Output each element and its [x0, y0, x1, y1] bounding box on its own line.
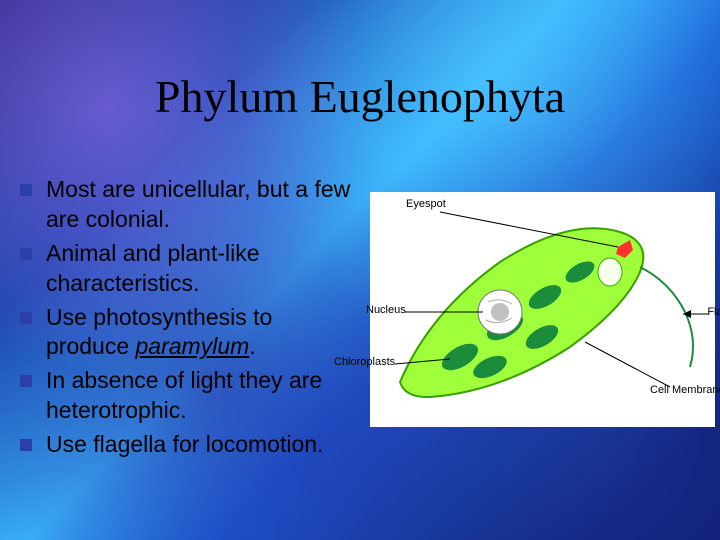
label-eyespot: Eyespot — [406, 198, 446, 210]
list-item: Use flagella for locomotion. — [18, 430, 358, 460]
bullet-text: Use flagella for locomotion. — [46, 430, 323, 460]
text: Most are unicellular, but a few are colo… — [46, 176, 350, 232]
bullet-icon — [20, 312, 32, 324]
bullet-text: Animal and plant-like characteristics. — [46, 239, 358, 299]
list-item: In absence of light they are heterotroph… — [18, 366, 358, 426]
flagellum — [640, 267, 693, 367]
slide: Phylum Euglenophyta Most are unicellular… — [0, 0, 720, 540]
euglena-diagram: Eyespot Nucleus Chloroplasts Flagellum C… — [370, 192, 715, 427]
bullet-icon — [20, 248, 32, 260]
label-nucleus: Nucleus — [366, 304, 406, 316]
slide-title: Phylum Euglenophyta — [0, 70, 720, 123]
bullet-list: Most are unicellular, but a few are colo… — [18, 175, 358, 464]
bullet-icon — [20, 184, 32, 196]
bullet-icon — [20, 439, 32, 451]
bullet-text: Use photosynthesis to produce paramylum. — [46, 303, 358, 363]
text: Use flagella for locomotion. — [46, 431, 323, 457]
list-item: Use photosynthesis to produce paramylum. — [18, 303, 358, 363]
label-cell-membrane: Cell Membrane — [650, 384, 720, 396]
bullet-icon — [20, 375, 32, 387]
list-item: Animal and plant-like characteristics. — [18, 239, 358, 299]
text: . — [249, 333, 255, 359]
bullet-text: In absence of light they are heterotroph… — [46, 366, 358, 426]
label-flagellum: Flagellum — [707, 306, 720, 318]
text: In absence of light they are heterotroph… — [46, 367, 322, 423]
nucleolus — [491, 303, 509, 321]
text-underlined: paramylum — [136, 333, 250, 359]
leader-line — [585, 342, 670, 387]
list-item: Most are unicellular, but a few are colo… — [18, 175, 358, 235]
bullet-text: Most are unicellular, but a few are colo… — [46, 175, 358, 235]
vacuole — [598, 258, 622, 286]
text: Animal and plant-like characteristics. — [46, 240, 260, 296]
label-chloroplasts: Chloroplasts — [334, 356, 395, 368]
